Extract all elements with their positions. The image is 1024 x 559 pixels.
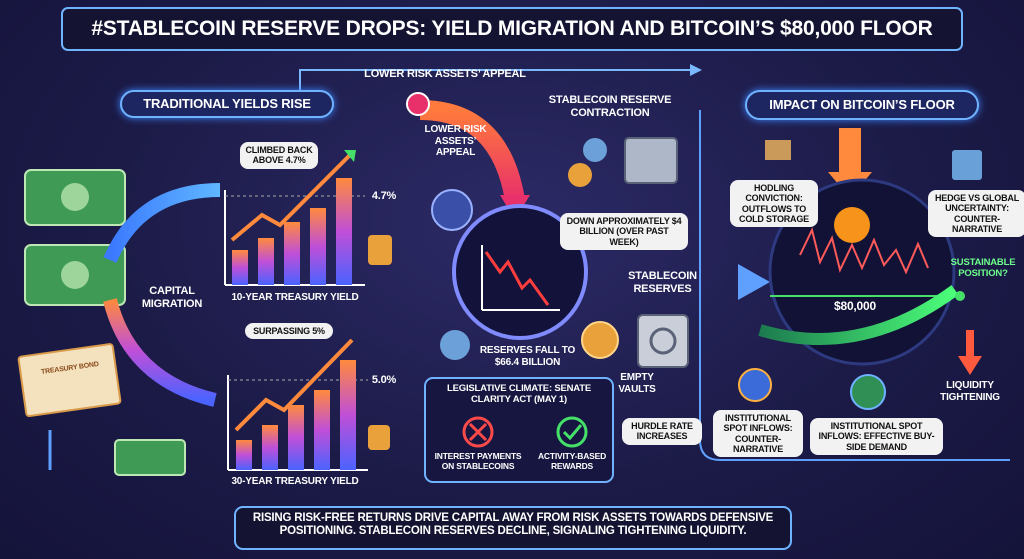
- bar: [340, 360, 356, 470]
- no-icon: [462, 416, 494, 448]
- eth-coin: [431, 189, 473, 231]
- empty-vault: [624, 137, 678, 184]
- section-title: IMPACT ON BITCOIN’S FLOOR: [745, 90, 979, 120]
- sustainable-label: SUSTAINABLE POSITION?: [950, 257, 1016, 279]
- note-bubble: CLIMBED BACK ABOVE 4.7%: [240, 142, 318, 169]
- coin-stack: [368, 425, 390, 450]
- eth-coin: [581, 321, 619, 359]
- coin-stack: [368, 235, 392, 265]
- legislative-item: INTEREST PAYMENTS ON STABLECOINS: [434, 451, 522, 471]
- bond-certificate: [17, 343, 122, 418]
- appeal-label: LOWER RISK ASSETS’ APPEAL: [424, 124, 487, 158]
- legislative-box: [424, 377, 614, 483]
- legislative-item: ACTIVITY-BASED REWARDS: [537, 451, 607, 471]
- cash-emblem: [61, 261, 89, 289]
- cold-storage-box: [765, 140, 791, 160]
- coin: [583, 138, 607, 162]
- trend-arrowhead: [344, 150, 356, 162]
- bar: [262, 425, 278, 470]
- chart-10y: [224, 150, 365, 286]
- bar: [236, 440, 252, 470]
- hedge-chart-icon: [952, 150, 982, 180]
- no-icon-cross: [468, 422, 488, 442]
- support-arrow: [758, 285, 959, 345]
- yes-icon: [556, 416, 588, 448]
- liquidity-arrowhead: [958, 356, 982, 375]
- chart-label: 10-YEAR TREASURY YIELD: [231, 292, 359, 303]
- cash-stack: [114, 439, 186, 476]
- flow-arrowhead: [690, 64, 702, 76]
- migration-arrow: [103, 183, 221, 263]
- drop-note: DOWN APPROXIMATELY $4 BILLION (OVER PAST…: [560, 213, 688, 251]
- hurdle-note: HURDLE RATE INCREASES: [622, 418, 702, 445]
- bar: [284, 222, 300, 285]
- bar: [288, 405, 304, 470]
- footer-box: [234, 506, 792, 550]
- flow-label: LOWER RISK ASSETS’ APPEAL: [364, 68, 526, 80]
- empty-vault: [637, 314, 689, 368]
- hedge-note: HEDGE VS GLOBAL UNCERTAINTY: COUNTER-NAR…: [928, 190, 1024, 238]
- floor-label: $80,000: [834, 299, 876, 313]
- yield-value: 4.7%: [371, 190, 397, 202]
- flow-line: [299, 69, 690, 90]
- migration-arrow: [103, 298, 217, 407]
- decline-arrow: [419, 100, 525, 202]
- coin: [568, 163, 592, 187]
- liquidity-label: LIQUIDITY TIGHTENING: [940, 380, 1000, 403]
- floor-marker: [955, 291, 965, 301]
- vault-dial: [649, 327, 677, 355]
- price-line: [799, 227, 929, 275]
- hodling-note: HODLING CONVICTION: OUTFLOWS TO COLD STO…: [730, 180, 818, 228]
- title-bar: [61, 7, 963, 51]
- yield-value: 5.0%: [371, 374, 397, 386]
- legislative-title: LEGISLATIVE CLIMATE: SENATE CLARITY ACT …: [447, 383, 591, 405]
- chart-30y: [227, 338, 368, 471]
- decline-line: [484, 251, 550, 306]
- bar: [336, 178, 352, 285]
- chart-label: 30-YEAR TREASURY YIELD: [231, 476, 359, 487]
- trend-arrow: [230, 153, 352, 242]
- down-badge: [406, 92, 430, 116]
- trend-arrow: [234, 338, 354, 432]
- section-title: STABLECOIN RESERVE CONTRACTION: [548, 94, 672, 119]
- reserves-fall: RESERVES FALL TO $66.4 BILLION: [479, 345, 576, 368]
- bar: [258, 238, 274, 285]
- bar: [232, 250, 248, 285]
- bar: [314, 390, 330, 470]
- note-bubble: SURPASSING 5%: [245, 323, 333, 340]
- footer-text: RISING RISK-FREE RETURNS DRIVE CAPITAL A…: [252, 512, 774, 538]
- yes-icon-check: [562, 424, 583, 441]
- bitcoin-coin: [834, 207, 870, 243]
- cash-emblem: [61, 183, 89, 211]
- globe-icon: [850, 374, 886, 410]
- title: #STABLECOIN RESERVE DROPS: YIELD MIGRATI…: [91, 17, 933, 40]
- inflow-icon: [738, 368, 772, 402]
- coin: [440, 330, 470, 360]
- inflows-demand-note: INSTITUTIONAL SPOT INFLOWS: EFFECTIVE BU…: [810, 418, 943, 456]
- reserves-arrow-label: STABLECOIN RESERVES: [628, 270, 697, 295]
- empty-vaults: EMPTY VAULTS: [618, 372, 656, 395]
- section-title: TRADITIONAL YIELDS RISE: [120, 90, 334, 118]
- reserves-arrowhead: [738, 264, 770, 300]
- capital-migration: CAPITAL MIGRATION: [141, 285, 203, 310]
- inflows-counter-note: INSTITUTIONAL SPOT INFLOWS: COUNTER-NARR…: [713, 410, 803, 458]
- bar: [310, 208, 326, 285]
